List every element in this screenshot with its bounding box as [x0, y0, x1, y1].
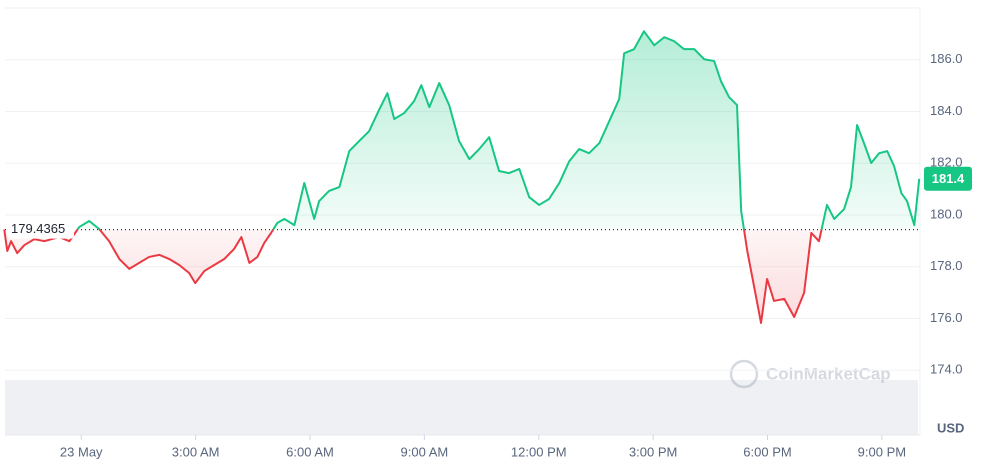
volume-band: [5, 380, 918, 435]
last-price-label: 181.4: [932, 171, 965, 186]
last-price-bg: [924, 166, 972, 191]
y-tick-label: 178.0: [930, 258, 963, 273]
watermark: CoinMarketCap: [729, 359, 891, 389]
x-tick-label: 3:00 AM: [172, 444, 220, 459]
baseline-label: 179.4365: [11, 221, 65, 236]
y-tick-label: 176.0: [930, 310, 963, 325]
x-tick-label: 12:00 PM: [511, 444, 567, 459]
x-tick-label: 6:00 PM: [743, 444, 791, 459]
watermark-logo: [729, 359, 759, 389]
y-tick-label: 174.0: [930, 362, 963, 377]
y-unit: USD: [937, 420, 964, 435]
y-tick-label: 184.0: [930, 103, 963, 118]
baseline-label-bg: [8, 220, 74, 239]
x-tick-label: 9:00 PM: [858, 444, 906, 459]
area-fill: [4, 31, 920, 323]
y-tick-label: 182.0: [930, 155, 963, 170]
x-tick-label: 3:00 PM: [629, 444, 677, 459]
x-tick-label: 23 May: [60, 444, 103, 459]
y-tick-label: 180.0: [930, 206, 963, 221]
x-tick-label: 6:00 AM: [286, 444, 334, 459]
x-tick-label: 9:00 AM: [401, 444, 449, 459]
watermark-text: CoinMarketCap: [766, 364, 891, 383]
price-line: [3, 30, 921, 324]
y-tick-label: 186.0: [930, 51, 963, 66]
